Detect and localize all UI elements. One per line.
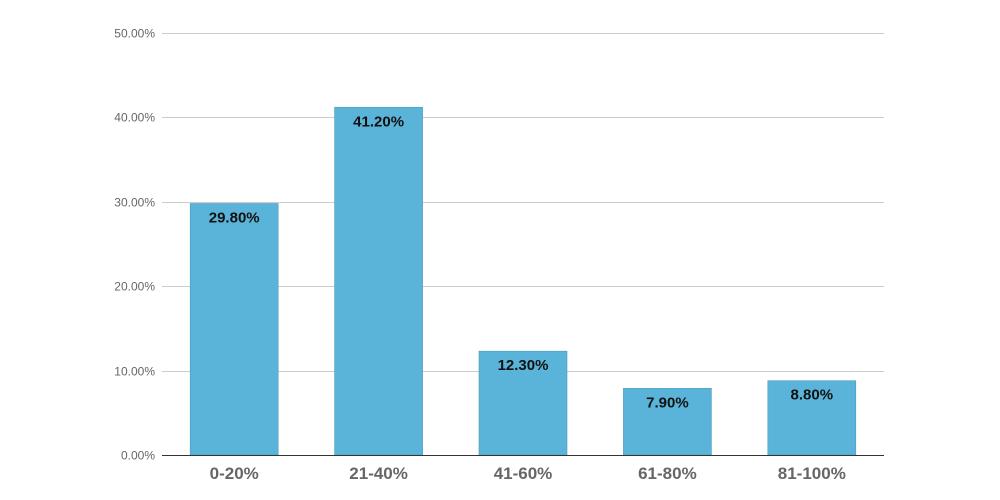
- x-tick-label: 0-20%: [210, 464, 259, 483]
- data-label: 8.80%: [791, 387, 834, 404]
- bar: [334, 106, 423, 456]
- y-tick-label: 10.00%: [114, 365, 155, 379]
- data-labels: 29.80% 41.20% 12.30% 7.90% 8.80%: [209, 113, 833, 411]
- bar: [189, 203, 279, 456]
- gridlines: [162, 33, 884, 372]
- data-label: 41.20%: [353, 113, 404, 130]
- bars: [189, 106, 857, 456]
- data-label: 12.30%: [498, 357, 549, 374]
- y-tick-label: 50.00%: [114, 27, 155, 41]
- data-label: 7.90%: [646, 394, 689, 411]
- x-tick-label: 81-100%: [778, 464, 846, 483]
- y-tick-label: 40.00%: [114, 111, 155, 125]
- y-axis-ticks: 0.00% 10.00% 20.00% 30.00% 40.00% 50.00%: [114, 27, 155, 463]
- y-tick-label: 20.00%: [114, 280, 155, 294]
- data-label: 29.80%: [209, 209, 260, 226]
- x-tick-label: 61-80%: [638, 464, 697, 483]
- bar: [767, 380, 857, 456]
- y-tick-label: 0.00%: [121, 449, 155, 463]
- y-tick-label: 30.00%: [114, 196, 155, 210]
- bar: [478, 350, 568, 456]
- x-tick-label: 21-40%: [349, 464, 408, 483]
- x-tick-label: 41-60%: [494, 464, 553, 483]
- x-axis-ticks: 0-20% 21-40% 41-60% 61-80% 81-100%: [210, 464, 846, 483]
